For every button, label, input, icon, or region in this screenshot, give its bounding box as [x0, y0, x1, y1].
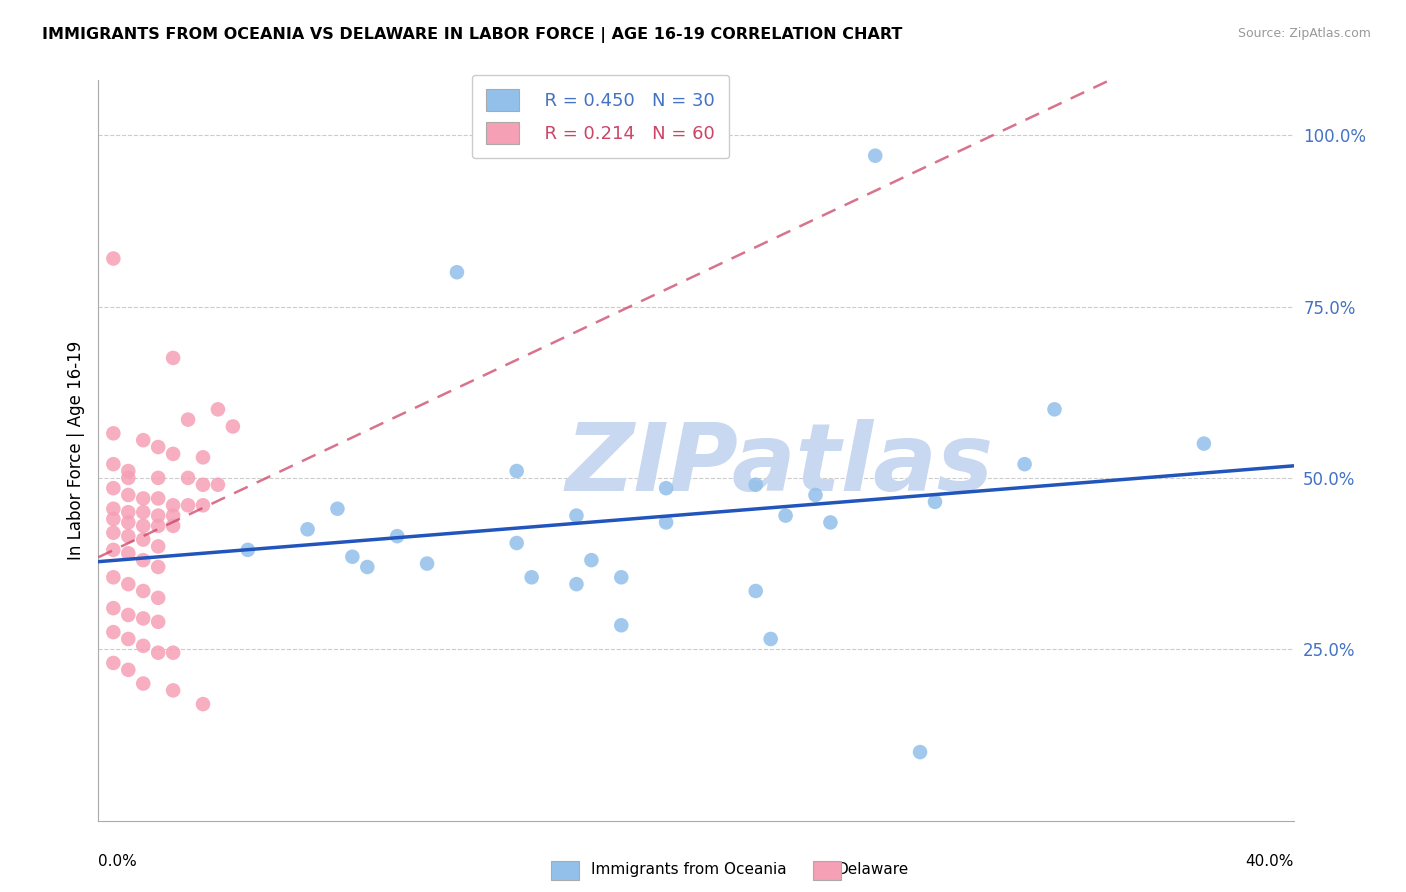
Point: [759, 632, 782, 646]
Point: [117, 607, 139, 622]
Point: [610, 618, 633, 632]
Point: [191, 477, 214, 491]
Point: [207, 402, 229, 417]
Point: [655, 516, 678, 530]
Text: IMMIGRANTS FROM OCEANIA VS DELAWARE IN LABOR FORCE | AGE 16-19 CORRELATION CHART: IMMIGRANTS FROM OCEANIA VS DELAWARE IN L…: [42, 27, 903, 43]
Point: [342, 549, 364, 564]
Point: [117, 488, 139, 502]
Point: [103, 601, 125, 615]
Point: [132, 639, 155, 653]
Point: [132, 533, 155, 547]
Point: [222, 419, 245, 434]
Point: [520, 570, 543, 584]
Point: [162, 683, 184, 698]
Point: [117, 464, 139, 478]
Text: 0.0%: 0.0%: [98, 854, 138, 869]
Point: [103, 481, 125, 495]
Point: [103, 570, 125, 584]
Point: [416, 557, 439, 571]
Point: [117, 663, 139, 677]
Point: [581, 553, 603, 567]
Point: [191, 450, 214, 465]
Point: [655, 481, 678, 495]
Point: [177, 498, 200, 512]
Point: [103, 426, 125, 441]
Point: [103, 252, 125, 266]
Point: [148, 440, 170, 454]
Point: [148, 615, 170, 629]
Point: [132, 584, 155, 599]
Point: [924, 495, 946, 509]
Point: [162, 498, 184, 512]
Point: [132, 611, 155, 625]
Point: [236, 542, 259, 557]
Point: [1192, 436, 1215, 450]
Point: [446, 265, 468, 279]
Point: [297, 522, 319, 536]
Point: [132, 519, 155, 533]
Point: [148, 560, 170, 574]
Point: [820, 516, 842, 530]
Point: [565, 577, 588, 591]
Text: Delaware: Delaware: [837, 863, 908, 877]
Point: [162, 447, 184, 461]
Point: [804, 488, 827, 502]
Point: [103, 656, 125, 670]
Point: [162, 519, 184, 533]
Point: [132, 505, 155, 519]
Point: [865, 149, 887, 163]
Point: [117, 577, 139, 591]
Point: [506, 464, 529, 478]
Point: [162, 508, 184, 523]
Point: [177, 412, 200, 426]
Point: [132, 676, 155, 690]
Point: [506, 536, 529, 550]
Point: [148, 646, 170, 660]
Text: 40.0%: 40.0%: [1246, 854, 1294, 869]
Point: [326, 501, 349, 516]
Point: [117, 546, 139, 560]
Legend:   R = 0.450   N = 30,   R = 0.214   N = 60: R = 0.450 N = 30, R = 0.214 N = 60: [471, 75, 730, 158]
Point: [610, 570, 633, 584]
Point: [148, 519, 170, 533]
Point: [117, 632, 139, 646]
Y-axis label: In Labor Force | Age 16-19: In Labor Force | Age 16-19: [66, 341, 84, 560]
Point: [117, 505, 139, 519]
Text: ZIPatlas: ZIPatlas: [565, 419, 994, 511]
Point: [117, 516, 139, 530]
Point: [117, 471, 139, 485]
Point: [103, 457, 125, 471]
Point: [385, 529, 409, 543]
Point: [132, 491, 155, 506]
Point: [103, 512, 125, 526]
Point: [908, 745, 931, 759]
Point: [148, 471, 170, 485]
Point: [745, 477, 768, 491]
Point: [177, 471, 200, 485]
Point: [117, 529, 139, 543]
Text: Immigrants from Oceania: Immigrants from Oceania: [591, 863, 786, 877]
Point: [775, 508, 797, 523]
Point: [191, 697, 214, 711]
Point: [148, 491, 170, 506]
Point: [1043, 402, 1066, 417]
Point: [132, 553, 155, 567]
Point: [162, 646, 184, 660]
Point: [162, 351, 184, 365]
Point: [745, 584, 768, 599]
Point: [103, 542, 125, 557]
Point: [191, 498, 214, 512]
Point: [207, 477, 229, 491]
Point: [103, 625, 125, 640]
Point: [103, 501, 125, 516]
Point: [103, 525, 125, 540]
Point: [565, 508, 588, 523]
Point: [1014, 457, 1036, 471]
Point: [148, 591, 170, 605]
Point: [132, 433, 155, 447]
Text: Source: ZipAtlas.com: Source: ZipAtlas.com: [1237, 27, 1371, 40]
Point: [148, 508, 170, 523]
Point: [356, 560, 378, 574]
Point: [148, 540, 170, 554]
